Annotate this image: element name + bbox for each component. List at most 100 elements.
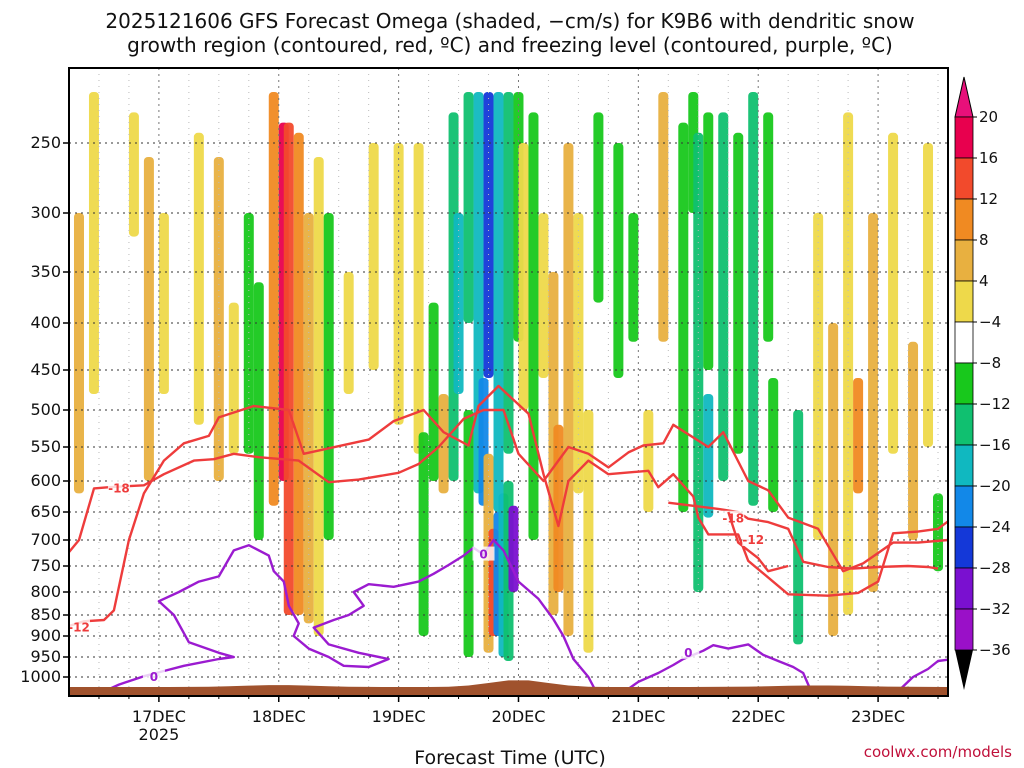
colorbar-swatch — [954, 362, 974, 405]
dendritic-growth-contours: -12 -18 -18 -12 — [68, 384, 948, 635]
y-tick-label: 400 — [30, 313, 61, 332]
y-tick-label: 300 — [30, 203, 61, 222]
dgz-contour-label-bg — [107, 480, 130, 495]
omega-band — [518, 143, 529, 410]
dgz-contour-label-bg — [722, 510, 745, 525]
y-tick-label: 350 — [30, 262, 61, 281]
omega-band — [158, 213, 169, 394]
dgz-contour-line — [69, 384, 948, 628]
colorbar-tick-label: 16 — [979, 149, 998, 167]
omega-band — [923, 143, 934, 447]
omega-band — [538, 213, 549, 378]
x-tick-label: 19DEC — [372, 707, 426, 726]
chart-title-line-1: 2025121606 GFS Forecast Omega (shaded, −… — [105, 9, 914, 33]
colorbar-swatch — [954, 198, 974, 241]
colorbar-swatch — [954, 157, 974, 200]
y-tick-label: 950 — [30, 647, 61, 666]
omega-band — [293, 132, 304, 616]
x-tick-label: 17DEC — [132, 707, 186, 726]
freezing-contour-line — [93, 538, 600, 696]
omega-band — [493, 92, 504, 512]
omega-band — [418, 432, 429, 636]
x-tick-label: 22DEC — [731, 707, 785, 726]
freezing-contour-label: 0 — [684, 646, 692, 660]
freezing-level-contours: 0 0 0 — [93, 538, 948, 696]
omega-band — [463, 92, 474, 323]
dgz-contour-line — [69, 408, 948, 573]
colorbar-tick-label: −24 — [979, 518, 1011, 536]
y-tick-label: 250 — [30, 133, 61, 152]
dgz-contour-label: -12 — [742, 533, 764, 547]
omega-band — [128, 112, 139, 237]
y-tick-label: 550 — [30, 437, 61, 456]
omega-band — [718, 112, 729, 482]
colorbar-swatch — [954, 444, 974, 487]
omega-band — [193, 132, 204, 425]
y-tick-label: 650 — [30, 502, 61, 521]
omega-band — [313, 157, 324, 636]
omega-band — [703, 112, 714, 371]
plot-frame — [68, 67, 949, 697]
omega-band — [828, 323, 839, 636]
omega-band — [573, 213, 584, 494]
colorbar-swatch — [954, 280, 974, 323]
omega-band — [643, 410, 654, 512]
omega-band — [483, 92, 494, 378]
omega-band — [368, 143, 379, 370]
omega-band — [553, 424, 564, 592]
plot-area: -12 -18 -18 -12 0 0 0 — [68, 68, 948, 696]
x-tick-label: 23DEC — [851, 707, 905, 726]
colorbar-swatch — [954, 526, 974, 569]
dgz-contour-label: -12 — [68, 621, 90, 635]
omega-band — [703, 394, 714, 518]
colorbar-swatch — [954, 608, 974, 651]
x-axis-label: Forecast Time (UTC) — [414, 747, 605, 768]
omega-band — [88, 92, 99, 394]
omega-band — [658, 92, 669, 342]
y-tick-label: 450 — [30, 360, 61, 379]
freezing-contour-label: 0 — [479, 548, 487, 562]
freezing-contour-label-bg — [472, 546, 495, 561]
omega-band — [428, 302, 439, 481]
omega-band — [393, 143, 404, 425]
colorbar-tick-label: 20 — [979, 108, 998, 126]
gridlines — [69, 68, 948, 696]
omega-band — [583, 410, 594, 653]
colorbar-swatch — [954, 321, 974, 364]
omega-band — [463, 410, 474, 657]
credit-link[interactable]: coolwx.com/models — [864, 743, 1012, 761]
y-tick-label: 600 — [30, 471, 61, 490]
freezing-contour-label-bg — [142, 669, 165, 683]
omega-band — [143, 157, 154, 481]
colorbar-tick-label: −20 — [979, 477, 1011, 495]
colorbar-tick-label: −16 — [979, 436, 1011, 454]
colorbar-tick-label: −36 — [979, 641, 1011, 659]
colorbar-tick-label: −4 — [979, 313, 1001, 331]
colorbar-tick-label: 4 — [979, 272, 989, 290]
omega-band — [343, 272, 354, 394]
y-tick-label: 1000 — [20, 667, 61, 686]
omega-band — [613, 143, 624, 378]
omega-band — [413, 143, 424, 454]
omega-colorbar: 20 16 12 8 4 −4 −8 −12 −16 −20 −24 −28 −32 −36 — [954, 76, 1011, 690]
omega-band — [528, 112, 539, 541]
dgz-contour-label-bg — [742, 532, 765, 546]
omega-band — [438, 394, 449, 494]
omega-band — [213, 157, 224, 481]
omega-band — [508, 505, 519, 592]
omega-band — [283, 122, 294, 615]
y-tick-label: 750 — [30, 556, 61, 575]
colorbar-swatch — [954, 239, 974, 282]
colorbar-tick-label: 12 — [979, 190, 998, 208]
omega-band — [323, 213, 334, 540]
freezing-contour-label-bg — [677, 644, 700, 659]
x-tick-label: 21DEC — [611, 707, 665, 726]
omega-band — [763, 112, 774, 342]
y-tick-label: 500 — [30, 400, 61, 419]
omega-band — [563, 143, 574, 636]
colorbar-swatch — [954, 567, 974, 610]
dgz-contour-line — [668, 501, 939, 570]
freezing-contour-line — [617, 643, 815, 696]
